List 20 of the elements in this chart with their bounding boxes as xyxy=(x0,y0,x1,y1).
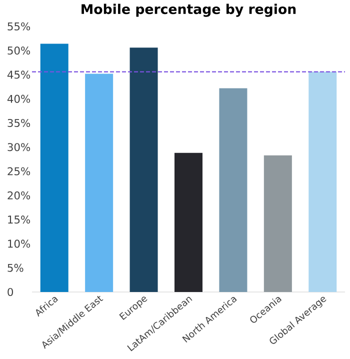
y-tick-label: 10% xyxy=(8,240,30,248)
y-tick-label: 45% xyxy=(7,70,30,79)
y-tick-label: 35% xyxy=(8,118,30,128)
y-tick-label: 0 xyxy=(8,288,14,296)
y-tick-label: 40% xyxy=(7,94,30,103)
y-tick-label: 20% xyxy=(8,191,30,200)
bar xyxy=(308,72,337,292)
chart-title: Mobile percentage by region xyxy=(82,4,296,17)
bar xyxy=(219,88,248,292)
y-tick-label: 15% xyxy=(8,216,30,224)
bar xyxy=(174,152,202,292)
y-tick-label: 5% xyxy=(8,264,24,272)
bar xyxy=(264,155,292,292)
bar xyxy=(85,74,114,292)
bar xyxy=(130,48,158,292)
y-tick-label: 50% xyxy=(8,46,30,55)
y-tick-label: 55% xyxy=(8,22,30,30)
y-tick-label: 25% xyxy=(8,167,30,176)
y-tick-label: 30% xyxy=(8,143,30,152)
bar xyxy=(40,44,68,292)
